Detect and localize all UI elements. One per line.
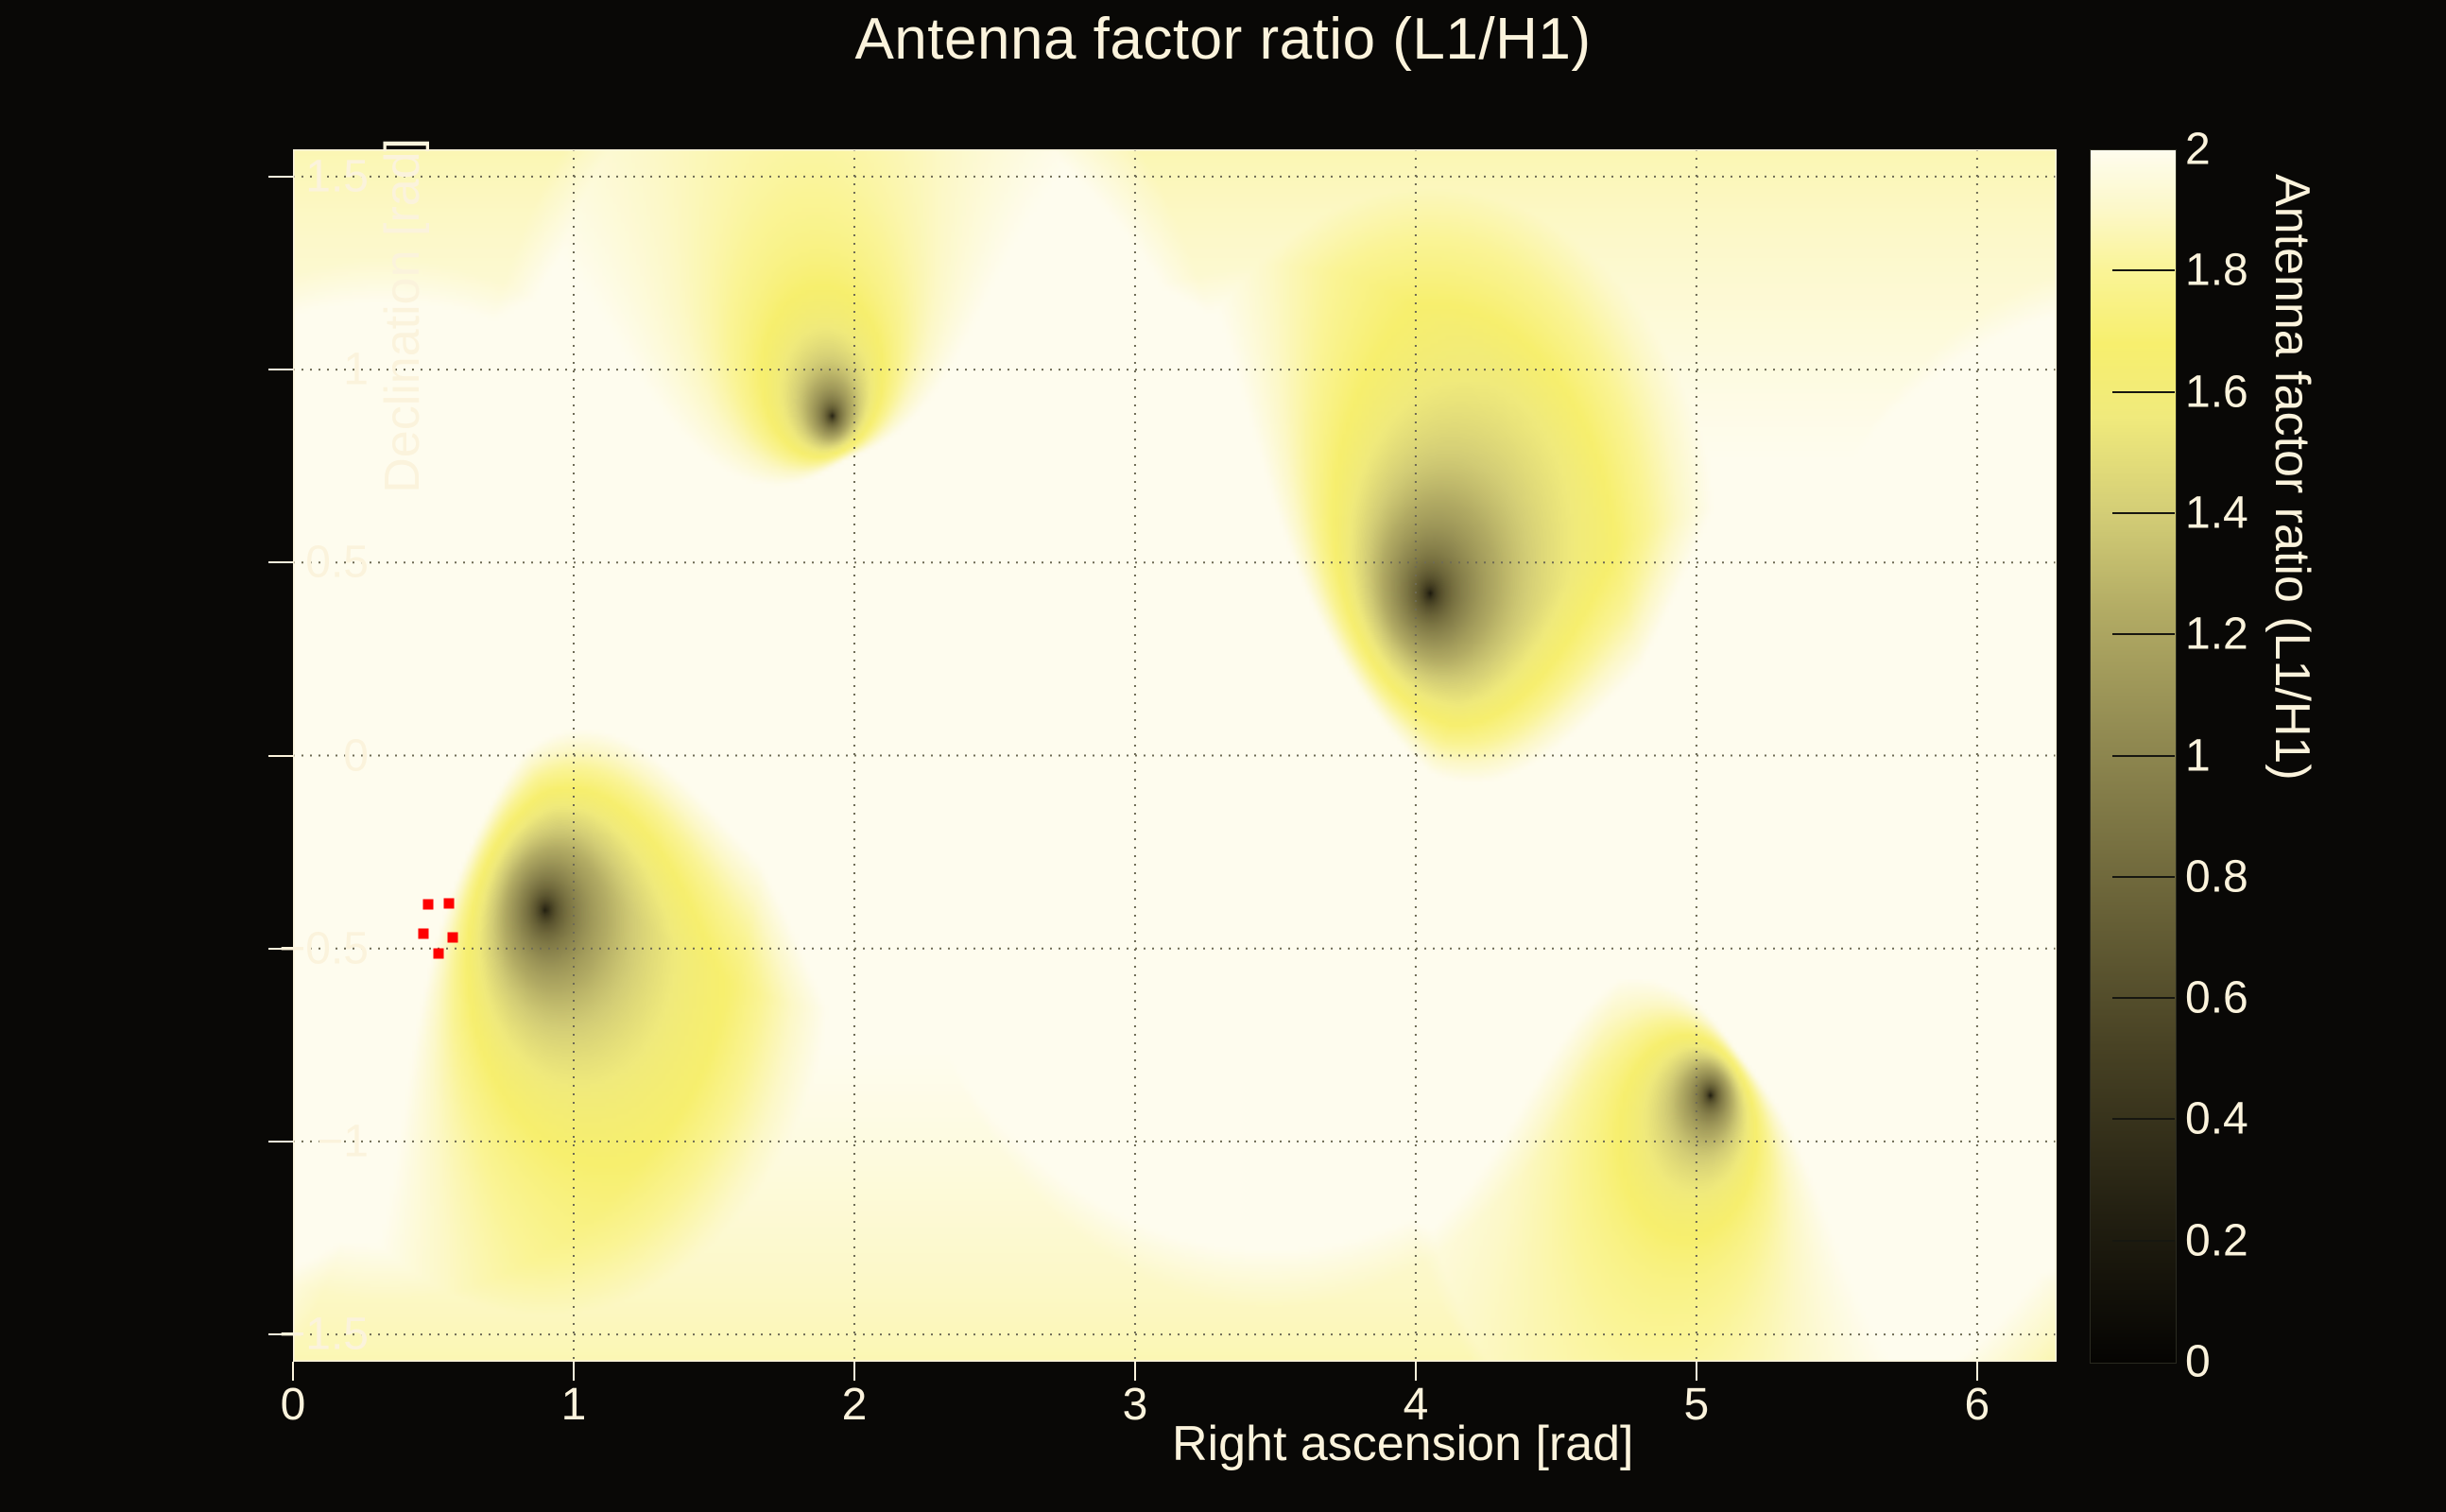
y-tick-mark bbox=[268, 1333, 293, 1336]
x-tick-mark bbox=[1133, 1362, 1136, 1381]
x-tick-label: 0 bbox=[280, 1380, 306, 1430]
colorbar-tick-label: 1 bbox=[2185, 730, 2211, 781]
colorbar-tick-mark bbox=[2112, 269, 2175, 272]
heatmap-image bbox=[293, 149, 2057, 1362]
y-tick-mark bbox=[268, 175, 293, 178]
colorbar-tick-mark bbox=[2112, 390, 2175, 393]
x-tick-mark bbox=[1695, 1362, 1697, 1381]
y-tick-label: 1.5 bbox=[305, 151, 369, 202]
x-tick-mark bbox=[292, 1362, 294, 1381]
x-tick-label: 1 bbox=[560, 1380, 587, 1430]
x-tick-label: 6 bbox=[1964, 1380, 1990, 1430]
x-axis-label: Right ascension [rad] bbox=[1172, 1417, 1634, 1471]
y-tick-label: −0.5 bbox=[279, 923, 369, 974]
colorbar-tick-label: 0.4 bbox=[2185, 1093, 2248, 1144]
colorbar-tick-label: 1.4 bbox=[2185, 488, 2248, 539]
y-tick-mark bbox=[268, 754, 293, 757]
x-tick-label: 4 bbox=[1403, 1380, 1429, 1430]
colorbar-tick-label: 0 bbox=[2185, 1336, 2211, 1387]
colorbar-tick-mark bbox=[2112, 875, 2175, 878]
y-tick-mark bbox=[268, 369, 293, 371]
x-tick-label: 3 bbox=[1122, 1380, 1148, 1430]
colorbar-tick-mark bbox=[2112, 511, 2175, 514]
x-tick-mark bbox=[1975, 1362, 1978, 1381]
y-axis-label: Declination [rad] bbox=[375, 138, 430, 493]
colorbar[interactable] bbox=[2090, 149, 2177, 1364]
y-tick-label: 0.5 bbox=[305, 537, 369, 588]
colorbar-tick-label: 0.6 bbox=[2185, 972, 2248, 1023]
colorbar-tick-label: 0.8 bbox=[2185, 851, 2248, 902]
x-tick-mark bbox=[572, 1362, 575, 1381]
x-tick-label: 5 bbox=[1683, 1380, 1710, 1430]
y-tick-label: 0 bbox=[343, 730, 369, 781]
marker-overlay bbox=[293, 149, 2057, 1362]
colorbar-tick-label: 1.2 bbox=[2185, 609, 2248, 660]
x-tick-mark bbox=[1414, 1362, 1417, 1381]
sky-position-marker bbox=[443, 898, 455, 908]
page-title: Antenna factor ratio (L1/H1) bbox=[854, 7, 1592, 72]
colorbar-tick-label: 1.8 bbox=[2185, 245, 2248, 296]
colorbar-tick-mark bbox=[2112, 1239, 2175, 1242]
sky-position-marker bbox=[418, 928, 428, 939]
colorbar-tick-mark bbox=[2112, 997, 2175, 1000]
colorbar-tick-label: 0.2 bbox=[2185, 1215, 2248, 1266]
x-tick-mark bbox=[853, 1362, 855, 1381]
y-tick-mark bbox=[268, 561, 293, 564]
y-tick-label: 1 bbox=[343, 344, 369, 395]
y-tick-label: −1.5 bbox=[279, 1309, 369, 1360]
colorbar-tick-mark bbox=[2112, 754, 2175, 757]
colorbar-tick-mark bbox=[2112, 1118, 2175, 1121]
colorbar-tick-label: 1.6 bbox=[2185, 367, 2248, 418]
colorbar-tick-mark bbox=[2112, 633, 2175, 636]
y-tick-mark bbox=[268, 1140, 293, 1143]
x-tick-label: 2 bbox=[841, 1380, 868, 1430]
y-tick-mark bbox=[268, 947, 293, 950]
colorbar-tick-label: 2 bbox=[2185, 124, 2211, 175]
y-tick-label: −1 bbox=[317, 1116, 369, 1167]
sky-position-marker bbox=[433, 948, 444, 959]
sky-position-marker bbox=[422, 899, 434, 910]
heatmap-plot-area[interactable] bbox=[293, 149, 2057, 1362]
sky-position-marker bbox=[447, 932, 458, 943]
colorbar-label: Antenna factor ratio (L1/H1) bbox=[2265, 174, 2319, 781]
